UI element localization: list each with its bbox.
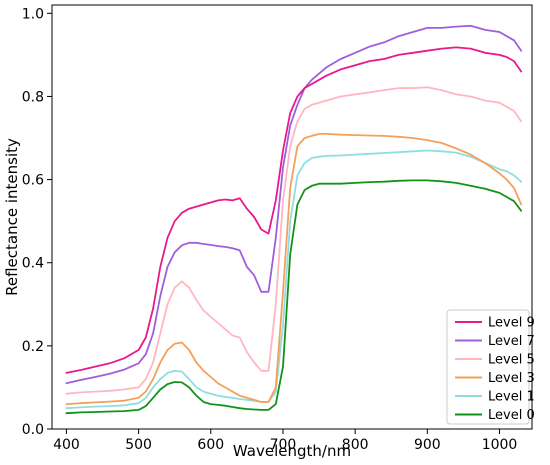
x-tick-label: 700: [270, 437, 297, 453]
y-tick-label: 0.6: [22, 173, 44, 189]
x-axis-ticks: 400 500 600 700 800 900 1000: [53, 429, 517, 453]
legend-items: Level 9 Level 7 Level 5 Level 3 Level 1 Level…: [455, 316, 535, 423]
x-tick-label: 500: [125, 437, 152, 453]
legend-label: Level 3: [488, 371, 535, 386]
x-tick-label: 1000: [482, 437, 518, 453]
series-line-level-0: [65, 179, 523, 415]
y-axis-title: Reflectance intensity: [3, 138, 21, 296]
series-line-level-3: [65, 132, 523, 406]
legend-label: Level 9: [488, 316, 535, 331]
x-tick-label: 400: [53, 437, 80, 453]
x-tick-label: 900: [414, 437, 441, 453]
y-tick-label: 0.0: [22, 422, 44, 438]
legend: Level 9 Level 7 Level 5 Level 3 Level 1 Level…: [446, 309, 535, 425]
legend-label: Level 1: [488, 390, 535, 405]
y-tick-label: 0.4: [22, 256, 44, 272]
y-tick-label: 0.8: [22, 89, 44, 105]
series-line-level-9: [65, 46, 523, 374]
legend-label: Level 0: [488, 408, 535, 423]
y-axis-ticks: 0.0 0.2 0.4 0.6 0.8 1.0: [22, 6, 52, 438]
x-tick-label: 800: [342, 437, 369, 453]
legend-label: Level 7: [488, 334, 535, 349]
x-axis-title: Wavelength/nm: [233, 442, 351, 460]
plot-frame: [51, 4, 533, 430]
y-tick-label: 1.0: [22, 6, 44, 22]
x-tick-label: 600: [197, 437, 224, 453]
series-line-level-7: [65, 24, 523, 385]
plot-lines: [65, 24, 523, 415]
series-line-level-5: [65, 86, 523, 395]
y-tick-label: 0.2: [22, 339, 44, 355]
legend-label: Level 5: [488, 353, 535, 368]
